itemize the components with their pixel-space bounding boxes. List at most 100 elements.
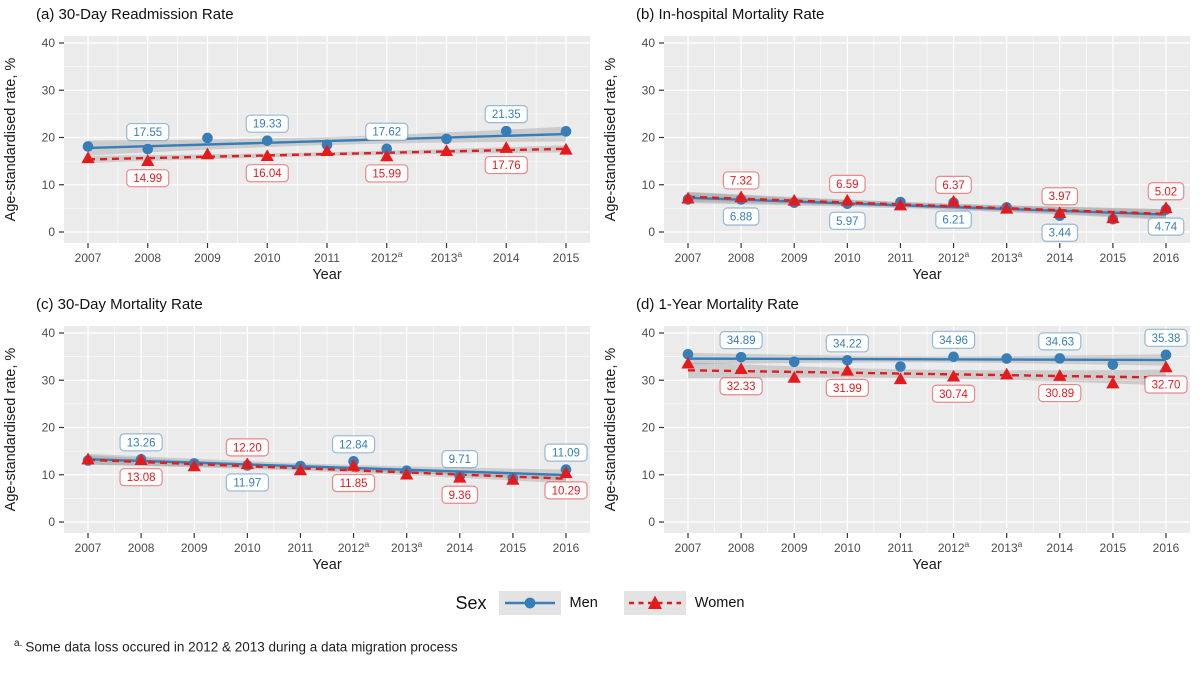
point-women xyxy=(453,470,467,483)
value-label: 13.26 xyxy=(127,437,156,449)
x-tick-label: 2007 xyxy=(75,541,102,555)
value-label: 17.62 xyxy=(372,127,401,139)
value-label-box xyxy=(441,485,479,504)
x-tick-label: 2013a xyxy=(991,539,1023,555)
value-label-box xyxy=(365,164,409,183)
value-label: 5.02 xyxy=(1155,186,1177,198)
x-tick-label: 2014 xyxy=(1046,251,1073,265)
panel-a: (a) 30-Day Readmission Rate 17.55 19.33 17… xyxy=(0,0,600,290)
point-women xyxy=(346,459,361,471)
point-women xyxy=(681,191,695,204)
panel-c-chart: 13.26 13.08 12.20 11.97 12.84 11.85 9.71 9.36 11… xyxy=(3,326,590,573)
value-label: 17.55 xyxy=(133,127,162,139)
value-label: 30.89 xyxy=(1045,388,1074,400)
value-label: 6.21 xyxy=(942,215,964,227)
footnote: a. Some data loss occured in 2012 & 2013 … xyxy=(14,638,1200,655)
trend-line-women xyxy=(687,369,1167,379)
value-label-box xyxy=(544,481,588,500)
panel-a-chart: 17.55 19.33 17.62 21.35 14.99 16.04 15.99 17.76… xyxy=(3,36,590,283)
y-tick-label: 40 xyxy=(642,36,656,50)
legend-key-men xyxy=(498,591,561,615)
y-tick-label: 20 xyxy=(42,131,56,145)
point-women xyxy=(1000,201,1014,214)
value-label-box xyxy=(484,105,528,124)
point-women xyxy=(946,194,961,207)
value-label-box xyxy=(935,210,972,229)
legend: Sex Men Women xyxy=(0,586,1200,620)
point-women xyxy=(1053,206,1067,219)
x-tick-label: 2008 xyxy=(728,251,755,265)
point-men xyxy=(842,355,853,366)
x-tick-label: 2009 xyxy=(781,251,808,265)
trend-line-women xyxy=(87,458,567,480)
value-label: 34.89 xyxy=(727,335,756,347)
point-women xyxy=(893,198,908,211)
x-tick-label: 2016 xyxy=(1153,541,1180,555)
footnote-text: Some data loss occured in 2012 & 2013 du… xyxy=(25,639,458,655)
value-label: 4.74 xyxy=(1155,222,1178,234)
x-tick-label: 2009 xyxy=(194,251,221,265)
x-tick-label: 2010 xyxy=(234,541,261,555)
value-label-box xyxy=(1147,217,1185,236)
point-women xyxy=(260,149,274,162)
point-women xyxy=(400,467,414,480)
panel-b: (b) In-hospital Mortality Rate 7.32 6.59 6… xyxy=(600,0,1200,290)
point-women xyxy=(893,372,908,385)
footnote-marker: a. xyxy=(14,638,23,649)
y-tick-label: 40 xyxy=(42,36,56,50)
value-label: 19.33 xyxy=(253,119,282,131)
value-label-box xyxy=(441,450,479,469)
value-label-box xyxy=(119,468,163,487)
panel-d-chart: 34.89 34.22 34.96 34.63 35.38 32.33 31.99 30.74… xyxy=(603,326,1190,573)
value-label: 30.74 xyxy=(939,389,968,401)
value-label-box xyxy=(365,122,409,141)
point-women xyxy=(1106,376,1120,389)
point-women xyxy=(240,457,254,470)
point-men xyxy=(82,141,94,152)
y-axis-title: Age-standardised rate, % xyxy=(603,348,619,512)
y-tick-label: 20 xyxy=(642,131,656,145)
value-label: 11.09 xyxy=(552,448,580,460)
point-women xyxy=(559,466,573,479)
point-women xyxy=(734,190,748,203)
y-tick-label: 0 xyxy=(48,225,55,239)
point-men xyxy=(788,356,800,368)
x-tick-label: 2012a xyxy=(938,249,970,265)
x-tick-label: 2008 xyxy=(728,541,755,555)
value-label: 32.70 xyxy=(1152,379,1181,391)
x-tick-label: 2007 xyxy=(75,251,102,265)
panel-d-title: (d) 1-Year Mortality Rate xyxy=(636,296,799,313)
point-women xyxy=(187,459,201,472)
point-men xyxy=(682,348,694,360)
point-women xyxy=(81,452,95,465)
value-label: 15.99 xyxy=(372,168,401,180)
value-label: 16.04 xyxy=(253,168,282,180)
x-tick-label: 2013a xyxy=(431,249,463,265)
value-label-box xyxy=(225,438,269,457)
point-women xyxy=(200,147,215,160)
y-tick-label: 30 xyxy=(642,83,656,97)
point-men xyxy=(1107,359,1119,370)
value-label: 32.33 xyxy=(727,381,756,393)
value-label-box xyxy=(1038,383,1082,403)
value-label-box xyxy=(119,433,163,452)
trend-line-women xyxy=(87,147,567,161)
point-women xyxy=(681,356,695,369)
value-label: 10.29 xyxy=(552,485,581,497)
trend-line-women xyxy=(687,195,1167,216)
value-label-box xyxy=(931,384,976,403)
point-men xyxy=(1001,353,1012,364)
women-line-sample-icon xyxy=(628,595,681,609)
value-label: 9.71 xyxy=(449,454,471,466)
panel-c-title: (c) 30-Day Mortality Rate xyxy=(36,296,203,313)
value-label: 12.20 xyxy=(233,442,262,454)
point-women xyxy=(439,144,454,157)
y-tick-label: 30 xyxy=(42,83,56,97)
value-label: 6.37 xyxy=(942,180,964,192)
x-tick-label: 2008 xyxy=(134,251,161,265)
x-tick-label: 2010 xyxy=(834,251,861,265)
point-men xyxy=(500,125,512,137)
value-label-box xyxy=(722,171,760,190)
point-men xyxy=(202,132,213,144)
point-women xyxy=(506,472,520,485)
